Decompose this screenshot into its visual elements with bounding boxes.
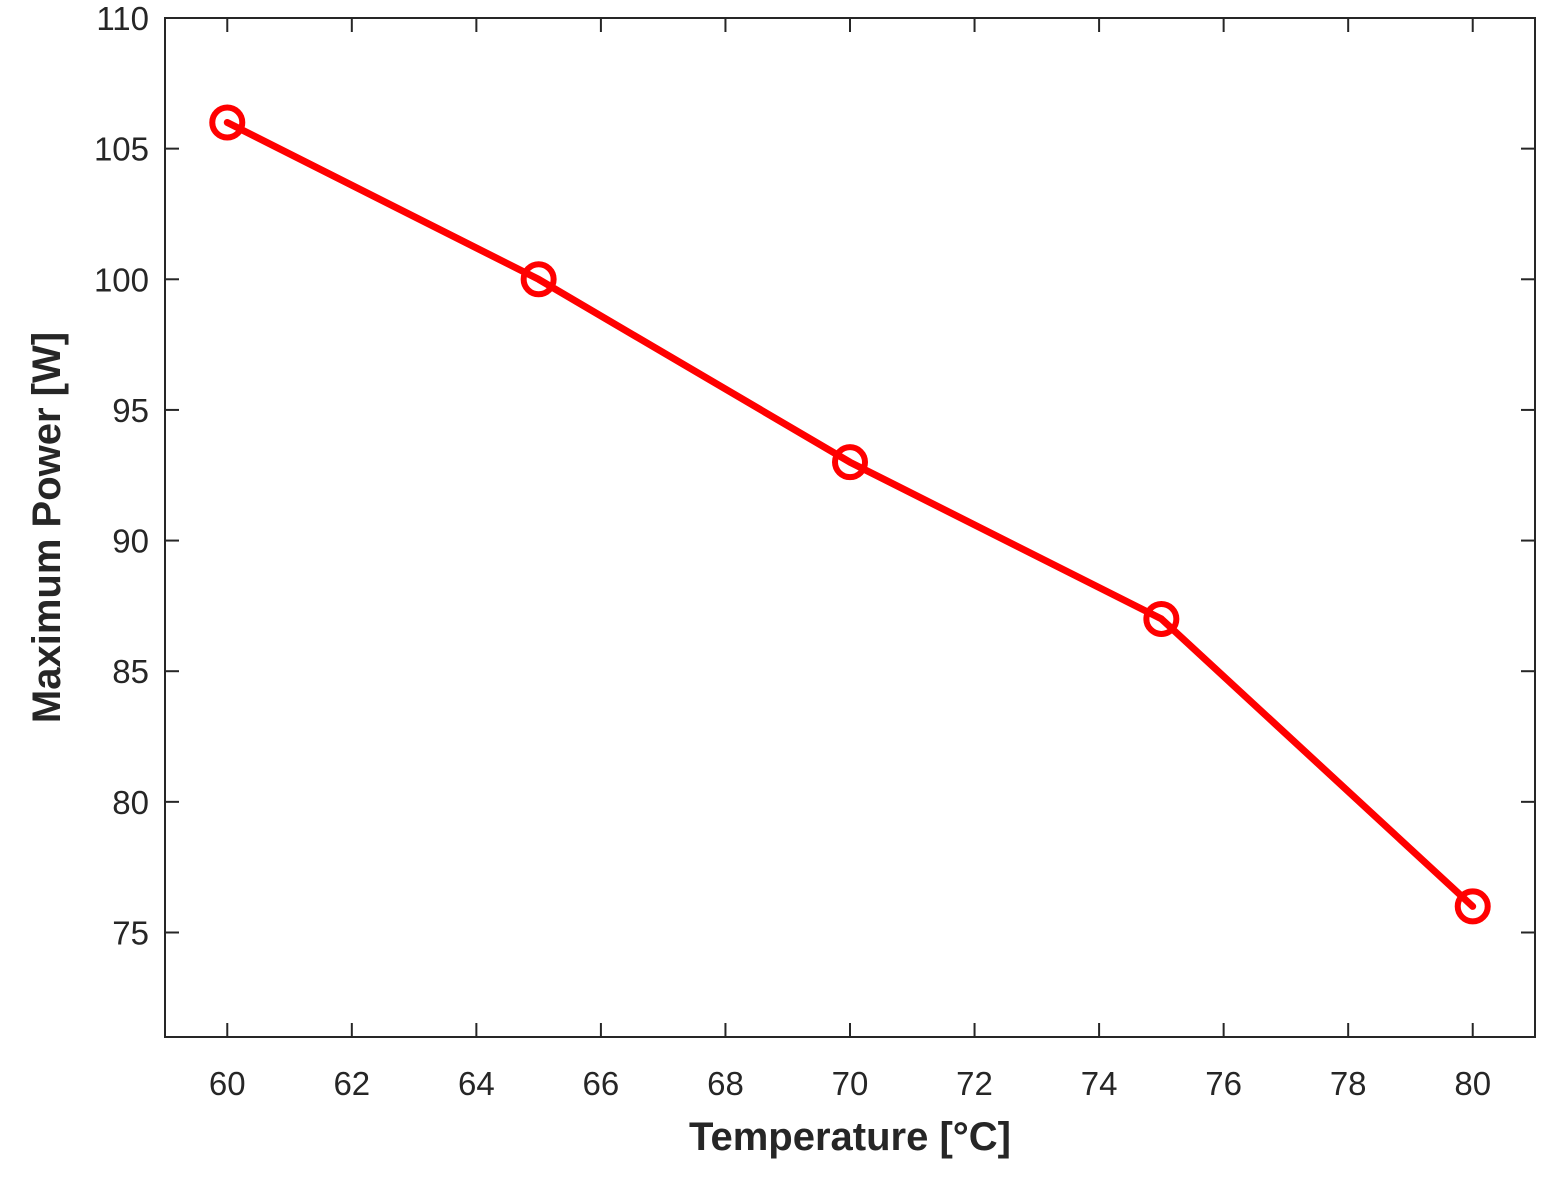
x-tick-label: 78	[1330, 1065, 1367, 1102]
y-tick-label: 85	[112, 653, 149, 690]
data-point-marker	[520, 261, 557, 298]
x-tick-label: 64	[458, 1065, 495, 1102]
x-tick-label: 76	[1205, 1065, 1242, 1102]
data-point-marker	[832, 444, 868, 481]
y-tick-label: 80	[112, 784, 149, 821]
x-tick-label: 70	[832, 1065, 869, 1102]
tick-labels-layer: 60 62 64 66 68 70 72 74 76 78 80 75 80 85 90 95 100 105 11…	[94, 0, 1491, 1102]
x-tick-label: 74	[1081, 1065, 1118, 1102]
y-tick-label: 110	[96, 0, 149, 37]
data-point-marker	[1454, 888, 1491, 925]
y-tick-label: 90	[112, 523, 149, 560]
x-tick-label: 72	[956, 1065, 993, 1102]
x-tick-label: 66	[583, 1065, 620, 1102]
series-line-0	[223, 119, 1477, 910]
x-tick-label: 68	[707, 1065, 744, 1102]
data-point-marker	[1143, 600, 1180, 637]
x-tick-label: 62	[333, 1065, 370, 1102]
x-tick-label: 60	[209, 1065, 246, 1102]
y-axis-title: Maximum Power [W]	[25, 332, 69, 723]
y-tick-label: 95	[112, 392, 149, 429]
x-axis-title: Temperature [°C]	[689, 1115, 1011, 1159]
y-tick-label: 100	[94, 261, 149, 298]
y-tick-label: 105	[94, 131, 149, 168]
data-point-marker	[209, 104, 246, 141]
series-layer	[209, 104, 1491, 925]
x-tick-label: 80	[1454, 1065, 1491, 1102]
plot-area-frame	[164, 17, 1536, 1038]
y-tick-label: 75	[112, 914, 149, 951]
